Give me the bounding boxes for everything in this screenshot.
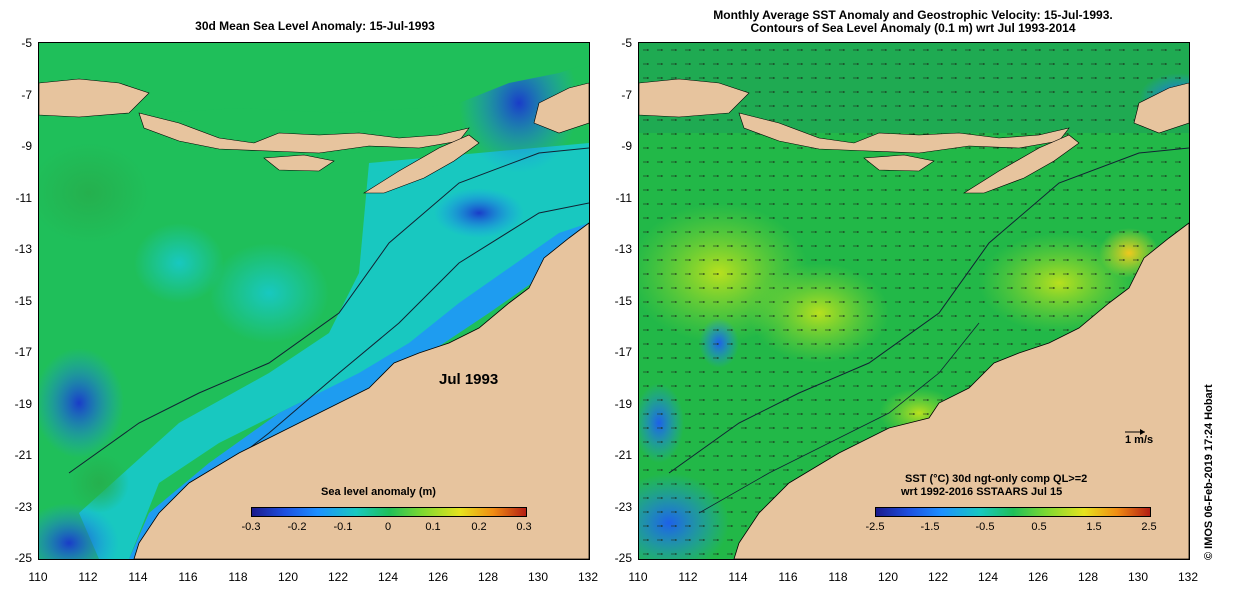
month-annotation: Jul 1993 bbox=[439, 371, 499, 388]
right-lon-tick: 132 bbox=[1177, 570, 1199, 584]
left-lat-tick: -9 bbox=[21, 139, 32, 153]
right-colorbar-tick: -0.5 bbox=[975, 521, 995, 533]
right-colorbar-title-line2: wrt 1992-2016 SSTAARS Jul 15 bbox=[901, 486, 1063, 498]
right-lon-tick: 110 bbox=[628, 570, 648, 584]
left-colorbar-tick: 0.3 bbox=[516, 521, 532, 533]
left-lat-tick: -19 bbox=[14, 397, 32, 411]
right-lat-tick: -23 bbox=[614, 500, 632, 514]
left-colorbar-tick: 0.2 bbox=[471, 521, 487, 533]
right-lon-tick: 116 bbox=[778, 570, 798, 584]
left-lon-tick: 114 bbox=[128, 570, 148, 584]
left-colorbar-tick: 0 bbox=[384, 521, 392, 533]
vector-scale-label: 1 m/s bbox=[1125, 434, 1154, 446]
right-lat-tick: -19 bbox=[614, 397, 632, 411]
left-lat-tick: -11 bbox=[15, 191, 32, 205]
left-lat-tick: -21 bbox=[14, 448, 32, 462]
left-lat-tick: -25 bbox=[14, 551, 32, 565]
sst-anomaly-map: 1 m/s SST (°C) 30d ngt-only comp QL>=2 w… bbox=[638, 42, 1190, 560]
left-lat-tick: -23 bbox=[14, 500, 32, 514]
sea-level-anomaly-map: Jul 1993 Sea level anomaly (m) -0.3 -0.2… bbox=[38, 42, 590, 560]
right-colorbar-title-line1: SST (°C) 30d ngt-only comp QL>=2 bbox=[905, 473, 1088, 485]
left-colorbar bbox=[251, 507, 527, 517]
left-lon-tick: 132 bbox=[577, 570, 599, 584]
right-lon-tick: 118 bbox=[828, 570, 848, 584]
left-lon-tick: 128 bbox=[477, 570, 499, 584]
left-lon-tick: 110 bbox=[28, 570, 48, 584]
right-colorbar-tick: -1.5 bbox=[920, 521, 940, 533]
left-lon-tick: 130 bbox=[527, 570, 549, 584]
left-lat-tick: -5 bbox=[21, 36, 32, 50]
left-lon-tick: 122 bbox=[327, 570, 349, 584]
right-lon-tick: 112 bbox=[678, 570, 698, 584]
right-lat-tick: -17 bbox=[614, 345, 632, 359]
right-lon-tick: 130 bbox=[1127, 570, 1149, 584]
left-lon-tick: 120 bbox=[277, 570, 299, 584]
right-colorbar-tick: 1.5 bbox=[1086, 521, 1102, 533]
left-lon-tick: 116 bbox=[178, 570, 198, 584]
left-lat-tick: -17 bbox=[14, 345, 32, 359]
left-lat-tick: -7 bbox=[21, 88, 32, 102]
left-lat-tick: -15 bbox=[14, 294, 32, 308]
right-lon-tick: 126 bbox=[1027, 570, 1049, 584]
left-lat-tick: -13 bbox=[14, 242, 32, 256]
left-lon-tick: 124 bbox=[377, 570, 399, 584]
right-lat-tick: -25 bbox=[614, 551, 632, 565]
left-colorbar-tick: 0.1 bbox=[425, 521, 441, 533]
right-lat-tick: -11 bbox=[615, 191, 632, 205]
right-lat-tick: -15 bbox=[614, 294, 632, 308]
left-colorbar-tick: -0.3 bbox=[241, 521, 261, 533]
right-lon-tick: 120 bbox=[877, 570, 899, 584]
right-map-title-line1: Monthly Average SST Anomaly and Geostrop… bbox=[713, 8, 1113, 22]
right-lon-tick: 114 bbox=[728, 570, 748, 584]
right-colorbar-tick: 2.5 bbox=[1141, 521, 1157, 533]
right-lon-tick: 122 bbox=[927, 570, 949, 584]
left-map-title: 30d Mean Sea Level Anomaly: 15-Jul-1993 bbox=[195, 19, 435, 33]
right-colorbar-tick: -2.5 bbox=[865, 521, 885, 533]
left-lon-tick: 126 bbox=[427, 570, 449, 584]
right-map-title-line2: Contours of Sea Level Anomaly (0.1 m) wr… bbox=[750, 21, 1076, 35]
left-colorbar-tick: -0.2 bbox=[287, 521, 307, 533]
right-lat-tick: -21 bbox=[614, 448, 632, 462]
right-lat-tick: -5 bbox=[621, 36, 632, 50]
copyright-text: © IMOS 06-Feb-2019 17:24 Hobart bbox=[1203, 384, 1215, 560]
right-lon-tick: 128 bbox=[1077, 570, 1099, 584]
right-lat-tick: -13 bbox=[614, 242, 632, 256]
right-lon-tick: 124 bbox=[977, 570, 999, 584]
right-lat-tick: -9 bbox=[621, 139, 632, 153]
right-colorbar-tick: 0.5 bbox=[1031, 521, 1047, 533]
left-lon-tick: 112 bbox=[78, 570, 98, 584]
left-colorbar-title: Sea level anomaly (m) bbox=[321, 486, 436, 498]
left-colorbar-tick: -0.1 bbox=[333, 521, 353, 533]
right-colorbar bbox=[875, 507, 1151, 517]
left-lon-tick: 118 bbox=[228, 570, 248, 584]
right-lat-tick: -7 bbox=[621, 88, 632, 102]
